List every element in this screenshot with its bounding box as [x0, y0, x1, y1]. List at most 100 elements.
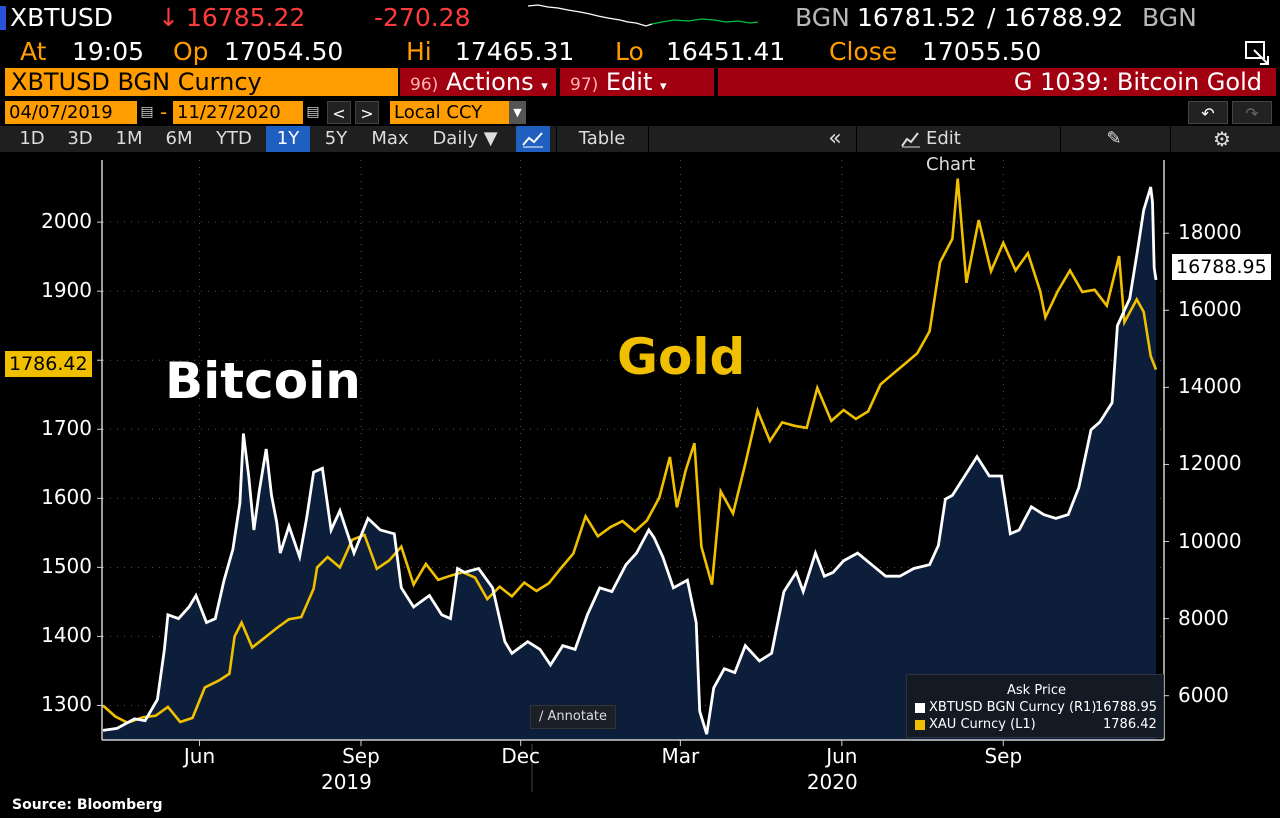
left-y-tick-label: 1900 [41, 278, 92, 303]
actions-caret-icon: ▾ [541, 79, 548, 94]
chart-title: G 1039: Bitcoin Gold [718, 68, 1276, 96]
annotate-label: Annotate [547, 709, 607, 724]
line-chart-icon[interactable] [516, 126, 550, 152]
settings-gear-icon[interactable]: ⚙ [1213, 127, 1231, 151]
x-tick-label: Jun [826, 744, 858, 768]
gold-line [102, 178, 1158, 725]
security-field[interactable]: XBTUSD BGN Curncy [5, 68, 398, 96]
gold-annotation: Gold [617, 328, 746, 386]
bid-source: BGN [795, 3, 850, 32]
x-tick-label: Jun [183, 744, 216, 768]
frequency-select[interactable]: Daily ▼ [432, 128, 498, 149]
edit-number: 97) [570, 75, 599, 95]
edit-chart-glyph [901, 132, 920, 148]
bitcoin-last-price-tag: 16788.95 [1172, 254, 1271, 280]
at-label: At [20, 37, 47, 66]
legend-label-gold: XAU Curncy (L1) [929, 717, 1036, 732]
right-y-tick-label: 10000 [1178, 528, 1242, 553]
source-note: Source: Bloomberg [12, 797, 163, 813]
at-time: 19:05 [72, 37, 145, 66]
edit-label: Edit [605, 68, 653, 96]
undo-icon[interactable]: ↶ [1188, 101, 1228, 124]
last-price: 16785.22 [186, 3, 306, 32]
x-tick-label: Sep [342, 744, 380, 768]
legend-swatch-gold [915, 720, 925, 730]
low-label: Lo [615, 37, 644, 66]
ask-price: 16788.92 [1004, 3, 1124, 32]
currency-value: Local CCY [394, 102, 483, 123]
period-1m[interactable]: 1M [115, 128, 143, 149]
draw-icon[interactable]: ✎ [1106, 128, 1122, 149]
right-y-tick-label: 6000 [1178, 682, 1229, 707]
period-3d[interactable]: 3D [67, 128, 93, 149]
annotate-pencil-icon: ∕ [538, 709, 544, 724]
left-y-tick-label: 1500 [41, 554, 92, 579]
close-label: Close [829, 37, 898, 66]
toolbar-divider [1170, 126, 1171, 152]
popout-icon[interactable] [1244, 40, 1272, 66]
period-1d[interactable]: 1D [19, 128, 45, 149]
ticker-marker [0, 6, 6, 30]
start-date-field[interactable]: 04/07/2019 [5, 101, 137, 124]
legend: Ask Price XBTUSD BGN Curncy (R1) 16788.9… [906, 674, 1164, 738]
left-y-tick-label: 1700 [41, 416, 92, 441]
left-y-tick-label: 1600 [41, 485, 92, 510]
table-button[interactable]: Table [578, 128, 626, 149]
period-max[interactable]: Max [371, 128, 409, 149]
annotate-button[interactable]: ∕ Annotate [530, 705, 616, 729]
legend-value-gold: 1786.42 [1103, 717, 1157, 732]
end-calendar-icon[interactable]: ▤ [304, 101, 322, 124]
period-1y[interactable]: 1Y [266, 126, 310, 152]
open-value: 17054.50 [224, 37, 344, 66]
legend-label-bitcoin: XBTUSD BGN Curncy (R1) [929, 700, 1097, 715]
ask-source: BGN [1142, 3, 1197, 32]
gold-last-price-tag: 1786.42 [5, 351, 92, 377]
start-calendar-icon[interactable]: ▤ [138, 101, 156, 124]
toolbar-divider [1060, 126, 1061, 152]
legend-value-bitcoin: 16788.95 [1095, 700, 1158, 715]
edit-chart-button[interactable]: Edit Chart [926, 128, 976, 175]
period-toolbar [0, 126, 1280, 152]
actions-menu[interactable]: 96) Actions ▾ [400, 68, 556, 96]
edit-chart-icon[interactable] [896, 126, 926, 152]
high-value: 17465.31 [455, 37, 575, 66]
open-label: Op [173, 37, 209, 66]
intraday-sparkline [528, 4, 759, 27]
left-y-tick-label: 1400 [41, 623, 92, 648]
redo-icon[interactable]: ↷ [1232, 101, 1272, 124]
axis-ticks [97, 221, 1169, 746]
ticker-symbol: XBTUSD [10, 3, 113, 32]
toolbar-divider [648, 126, 649, 152]
chart-svg [97, 160, 1169, 792]
currency-select[interactable]: Local CCY [390, 101, 526, 124]
edit-menu[interactable]: 97) Edit ▾ [560, 68, 714, 96]
right-y-tick-label: 16000 [1178, 297, 1242, 322]
bid-price: 16781.52 [857, 3, 977, 32]
right-y-tick-label: 18000 [1178, 220, 1242, 245]
x-year-label: 2020 [806, 770, 858, 794]
left-y-tick-label: 2000 [41, 209, 92, 234]
toolbar-divider [556, 126, 557, 152]
right-y-tick-label: 8000 [1178, 605, 1229, 630]
period-ytd[interactable]: YTD [216, 128, 252, 149]
next-period-button[interactable]: > [355, 101, 379, 124]
actions-label: Actions [445, 68, 534, 96]
down-arrow-icon: ↓ [158, 3, 179, 32]
period-6m[interactable]: 6M [165, 128, 193, 149]
prev-period-button[interactable]: < [327, 101, 351, 124]
x-tick-label: Dec [501, 744, 541, 768]
quote-stats: At 19:05 Op 17054.50 Hi 17465.31 Lo 1645… [0, 36, 1280, 68]
bitcoin-annotation: Bitcoin [165, 352, 361, 410]
currency-caret-icon[interactable]: ▼ [509, 101, 526, 124]
high-label: Hi [406, 37, 432, 66]
collapse-icon[interactable]: « [828, 126, 842, 151]
bitcoin-area [103, 187, 1156, 740]
period-5y[interactable]: 5Y [324, 128, 348, 149]
date-range-dash: - [160, 100, 168, 124]
legend-swatch-bitcoin [915, 703, 925, 713]
low-value: 16451.41 [666, 37, 786, 66]
x-tick-label: Mar [661, 744, 700, 768]
right-y-tick-label: 12000 [1178, 451, 1242, 476]
end-date-field[interactable]: 11/27/2020 [173, 101, 303, 124]
bitcoin-line [102, 186, 1158, 735]
